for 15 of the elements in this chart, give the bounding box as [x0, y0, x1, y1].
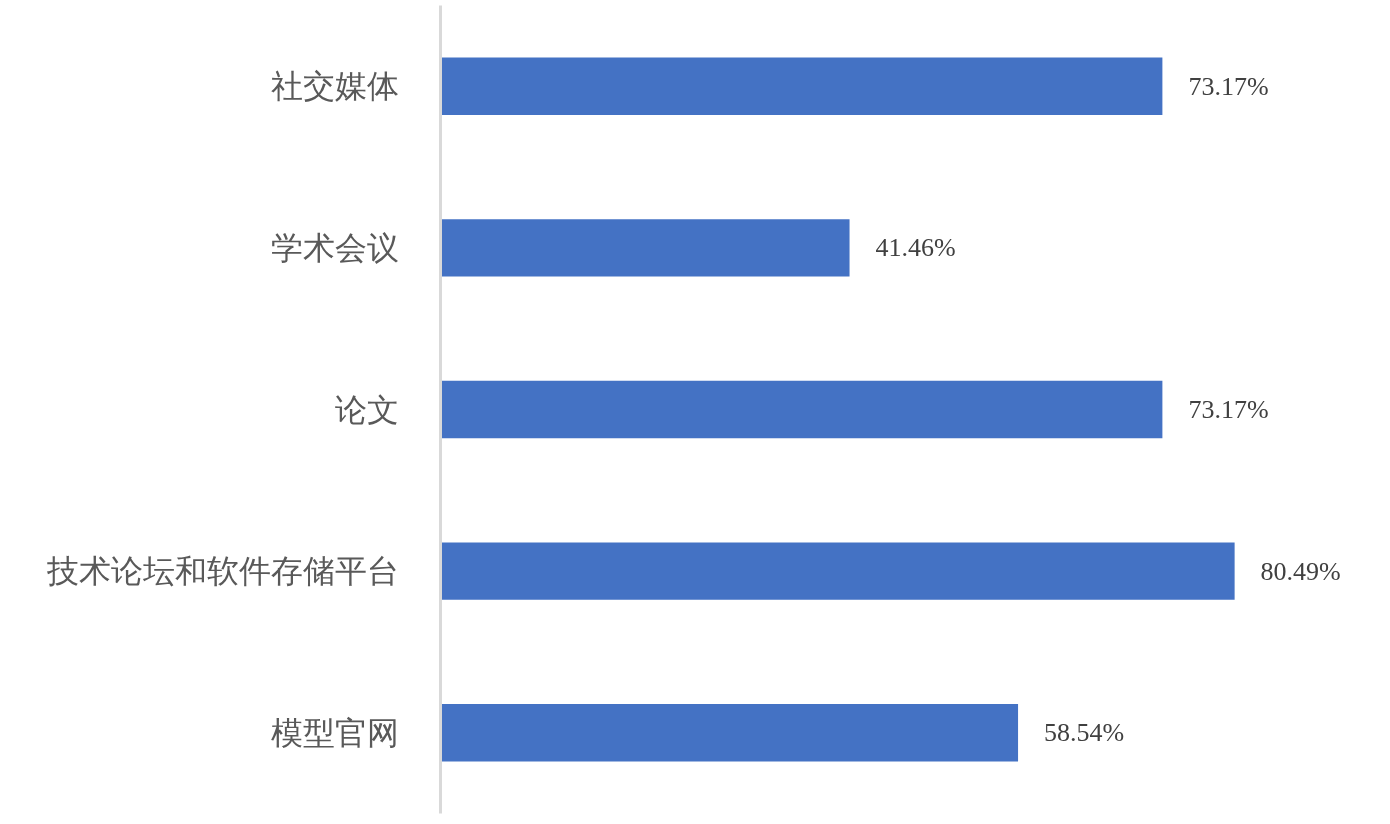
- y-tick-label: 论文: [334, 390, 399, 429]
- y-tick-label: 模型官网: [270, 713, 399, 752]
- data-label: 80.49%: [1260, 556, 1341, 586]
- y-tick-label: 学术会议: [270, 228, 399, 267]
- data-label: 58.54%: [1044, 718, 1125, 748]
- bar: [440, 57, 1163, 115]
- bar: [440, 704, 1019, 762]
- data-label: 73.17%: [1188, 71, 1269, 101]
- bar: [440, 542, 1235, 600]
- bar: [440, 380, 1163, 439]
- bar: [440, 219, 850, 277]
- y-tick-label: 社交媒体: [270, 67, 399, 106]
- data-label: 73.17%: [1188, 395, 1269, 424]
- data-label: 41.46%: [875, 233, 956, 263]
- y-tick-label: 技术论坛和软件存储平台: [45, 552, 399, 591]
